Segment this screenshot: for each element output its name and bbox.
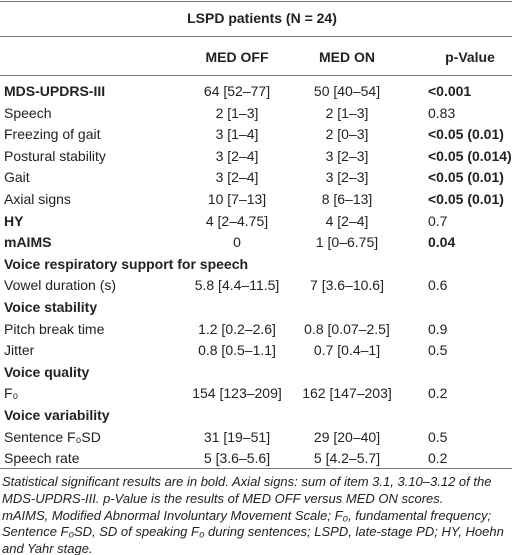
cell: 50 [40–54] xyxy=(313,83,381,99)
cell: 3 [2–4] xyxy=(215,147,259,164)
cell: 2 [1–3] xyxy=(325,104,369,121)
row-label: MDS-UPDRS-III xyxy=(4,83,106,99)
rule xyxy=(0,468,512,469)
cell: 2 [0–3] xyxy=(325,126,369,143)
cell: 0.2 xyxy=(428,385,448,402)
footnote-line: Sentence F₀SD, SD of speaking F₀ during … xyxy=(2,524,504,540)
footnote-line: Statistical significant results are in b… xyxy=(2,474,492,489)
cell: 4 [2–4] xyxy=(325,212,369,229)
cell: 2 [1–3] xyxy=(215,104,259,121)
row-label: Pitch break time xyxy=(4,320,105,337)
cell: 0.5 xyxy=(428,342,448,359)
cell: 0 xyxy=(233,234,241,251)
section-heading: Voice variability xyxy=(4,407,110,423)
row-label: mAIMS xyxy=(4,234,52,251)
row-label: Freezing of gait xyxy=(4,126,101,143)
rule xyxy=(0,36,512,37)
row-label: Gait xyxy=(4,169,30,186)
cell: 0.83 xyxy=(428,104,456,121)
row-label: Postural stability xyxy=(4,147,106,164)
column-header: MED ON xyxy=(319,49,375,65)
cell: 3 [2–3] xyxy=(325,169,369,186)
cell: <0.05 (0.01) xyxy=(428,191,504,207)
column-header: MED OFF xyxy=(205,49,269,65)
section-heading: Voice respiratory support for speech xyxy=(4,255,249,272)
cell: 7 [3.6–10.6] xyxy=(310,277,384,294)
cell: 29 [20–40] xyxy=(313,428,381,445)
cell: 3 [2–3] xyxy=(325,147,369,164)
row-label: Jitter xyxy=(4,342,35,359)
rule xyxy=(0,75,512,76)
row-label: Vowel duration (s) xyxy=(4,277,117,294)
cell: 1 [0–6.75] xyxy=(315,234,379,251)
cell: <0.05 (0.01) xyxy=(428,169,504,186)
row-label: Axial signs xyxy=(4,191,71,207)
cell: 64 [52–77] xyxy=(203,83,271,99)
cell: <0.05 (0.01) xyxy=(428,126,504,143)
cell: 0.7 xyxy=(428,212,448,229)
cell: 31 [19–51] xyxy=(203,428,271,445)
cell: 0.8 [0.5–1.1] xyxy=(198,342,276,359)
footnote-line: mAIMS, Modified Abnormal Involuntary Mov… xyxy=(2,507,492,523)
cell: 0.6 xyxy=(428,277,448,294)
cell: 0.2 xyxy=(428,450,448,467)
cell: 5.8 [4.4–11.5] xyxy=(194,277,280,294)
cell: 5 [3.6–5.6] xyxy=(203,450,271,467)
rule xyxy=(0,1,512,2)
row-label: Sentence F₀SD xyxy=(4,428,101,445)
cell: 0.7 [0.4–1] xyxy=(313,342,381,359)
cell: 0.04 xyxy=(428,234,456,251)
cell: 8 [6–13] xyxy=(321,191,373,207)
cell: 3 [1–4] xyxy=(215,126,259,143)
cell: 154 [123–209] xyxy=(192,385,282,402)
cell: 0.9 xyxy=(428,320,448,337)
column-header: p-Value xyxy=(445,49,495,65)
cell: <0.05 (0.014) xyxy=(428,147,512,164)
row-label: Speech rate xyxy=(4,450,80,467)
row-label: HY xyxy=(4,212,24,229)
cell: 5 [4.2–5.7] xyxy=(313,450,381,467)
row-label: Speech xyxy=(4,104,52,121)
row-label: F₀ xyxy=(4,385,19,402)
cell: 1.2 [0.2–2.6] xyxy=(198,320,276,337)
cell: 3 [2–4] xyxy=(215,169,259,186)
section-heading: Voice quality xyxy=(4,363,90,380)
cell: 0.8 [0.07–2.5] xyxy=(304,320,390,337)
cell: <0.001 xyxy=(428,83,472,99)
footnote-line: and Yahr stage. xyxy=(2,541,93,555)
section-heading: Voice stability xyxy=(4,299,98,315)
cell: 10 [7–13] xyxy=(207,191,267,207)
cell: 4 [2–4.75] xyxy=(205,212,269,229)
footnote-line: MDS-UPDRS-III. p-Value is the results of… xyxy=(2,490,444,506)
group-header: LSPD patients (N = 24) xyxy=(187,10,337,26)
cell: 162 [147–203] xyxy=(302,385,392,402)
cell: 0.5 xyxy=(428,428,448,445)
